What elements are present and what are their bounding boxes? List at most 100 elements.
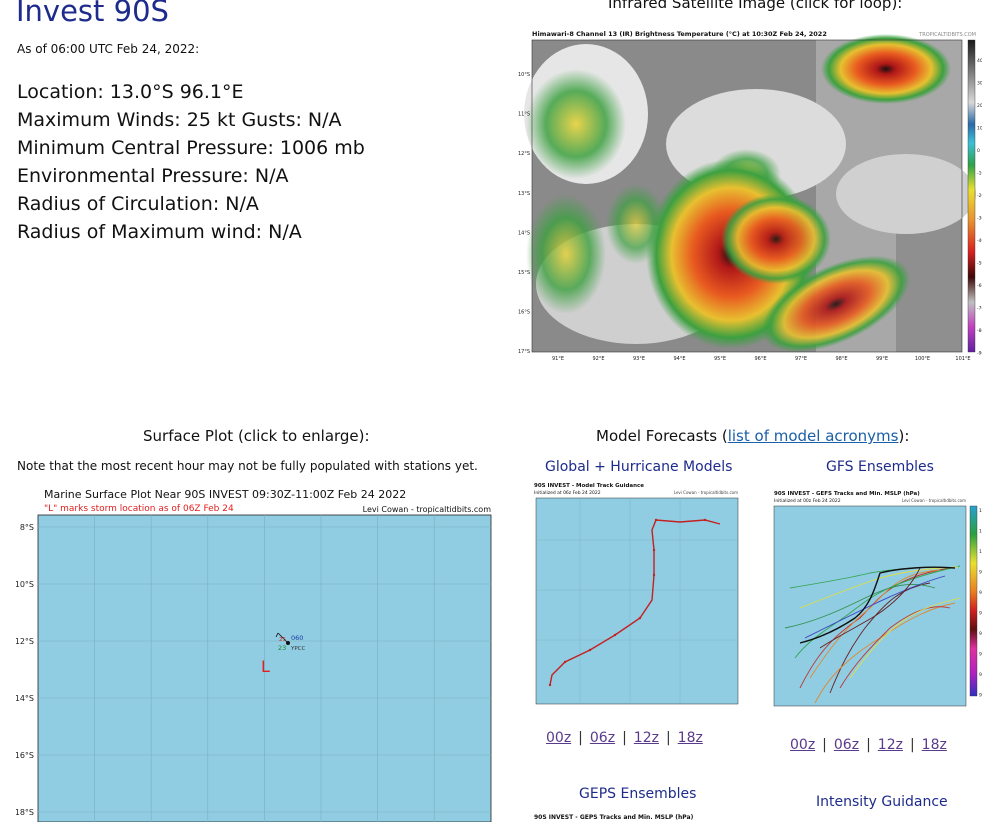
as-of-timestamp: As of 06:00 UTC Feb 24, 2022: (17, 42, 200, 56)
ir-lon-label: 97°E (795, 356, 807, 362)
gfs-scale-labels: 1010 1005 1000 990 980 970 960 950 940 930 (979, 508, 991, 699)
ir-lat-label: 16°S (518, 310, 530, 316)
gfs-scale-label: 1005 (979, 529, 982, 535)
ir-lon-label: 91°E (552, 356, 564, 362)
ir-satellite-image[interactable]: Himawari-8 Channel 13 (IR) Brightness Te… (516, 24, 984, 364)
ir-scale-label: 30 (977, 81, 982, 87)
ir-scale-label: -50 (977, 261, 982, 267)
global-model-track-image[interactable]: 90S INVEST - Model Track Guidance Initia… (530, 480, 742, 708)
surface-lat-axis: 8°S 10°S 12°S 14°S 16°S 18°S (15, 523, 34, 817)
ir-lon-label: 100°E (915, 356, 930, 362)
stat-radius-max-wind: Radius of Maximum wind: N/A (17, 221, 302, 243)
ir-lon-label: 96°E (754, 356, 766, 362)
gfs-plot-title: 90S INVEST - GEFS Tracks and Min. MSLP (… (774, 491, 920, 497)
model-track-line (549, 519, 721, 686)
gfs-scale-label: 1010 (979, 508, 982, 514)
gfs-scale-label: 990 (979, 570, 982, 576)
ir-credit: TROPICALTIDBITS.COM (918, 32, 976, 38)
ir-scale-label: -80 (977, 328, 982, 334)
gfs-run-06z[interactable]: 06z (833, 737, 860, 753)
gfs-run-00z[interactable]: 00z (790, 737, 816, 753)
gfs-scale-label: 950 (979, 652, 982, 658)
ir-lon-label: 101°E (955, 356, 970, 362)
ir-scale-label: -10 (977, 171, 982, 177)
ir-scale-label: 10 (977, 126, 982, 132)
ir-lon-label: 92°E (592, 356, 604, 362)
run-separator: | (665, 730, 671, 746)
model-forecasts-title: Model Forecasts (list of model acronyms)… (596, 427, 909, 445)
surface-lat-label: 8°S (20, 523, 34, 532)
surface-storm-note: "L" marks storm location as of 06Z Feb 2… (44, 504, 234, 514)
stat-env-pressure: Environmental Pressure: N/A (17, 165, 289, 187)
gfs-ensembles-heading: GFS Ensembles (826, 459, 934, 475)
global-plot-subtitle: Initialized at 06z Feb 24 2022 (534, 490, 601, 496)
gfs-scale-label: 1000 (979, 549, 982, 555)
surface-lat-label: 18°S (16, 808, 34, 817)
ir-lat-label: 11°S (518, 112, 530, 118)
ir-lon-label: 93°E (633, 356, 645, 362)
gfs-ensemble-image[interactable]: 90S INVEST - GEFS Tracks and Min. MSLP (… (770, 488, 991, 712)
ir-lat-label: 17°S (518, 349, 530, 355)
surface-note: Note that the most recent hour may not b… (17, 459, 478, 473)
model-forecasts-label: Model Forecasts ( (596, 427, 728, 445)
ir-lon-label: 95°E (714, 356, 726, 362)
ir-lat-axis: 10°S 11°S 12°S 13°S 14°S 15°S 16°S 17°S (518, 72, 530, 355)
ir-lat-label: 14°S (518, 230, 530, 236)
station-ypcc: 25 060 23 YPCC (275, 632, 306, 652)
run-separator: | (578, 730, 583, 746)
page-title: Invest 90S (16, 0, 169, 28)
global-run-00z[interactable]: 00z (546, 730, 572, 746)
gfs-ensemble-tracks (784, 565, 961, 704)
gfs-run-18z[interactable]: 18z (921, 737, 947, 753)
ir-scale-label: -40 (977, 238, 982, 244)
ir-scale-labels: 40 30 20 10 0 -10 -20 -30 -40 -50 -60 -70 -80 -90 (977, 58, 984, 357)
gfs-scale-label: 960 (979, 631, 982, 637)
global-models-heading: Global + Hurricane Models (545, 459, 733, 475)
gfs-scale-label: 940 (979, 672, 982, 678)
run-separator: | (909, 737, 915, 753)
gfs-mean-track (799, 566, 956, 644)
surface-section-title: Surface Plot (click to enlarge): (143, 427, 370, 445)
global-run-links: 00z | 06z | 12z | 18z (542, 730, 707, 746)
ir-lat-label: 13°S (518, 191, 530, 197)
storm-location-marker: L (261, 657, 270, 676)
ir-scale-label: 40 (977, 58, 982, 64)
gfs-plot-subtitle: Initialized at 00z Feb 24 2022 (774, 498, 841, 504)
global-plot-title: 90S INVEST - Model Track Guidance (534, 483, 644, 489)
station-id: YPCC (290, 646, 306, 652)
ir-lat-label: 15°S (518, 270, 530, 276)
global-run-06z[interactable]: 06z (589, 730, 616, 746)
ir-lon-label: 94°E (673, 356, 685, 362)
stat-max-winds: Maximum Winds: 25 kt Gusts: N/A (17, 109, 342, 131)
geps-plot-title: 90S INVEST - GEPS Tracks and Min. MSLP (… (534, 814, 694, 821)
ir-scale-label: -70 (977, 306, 982, 312)
model-acronyms-link[interactable]: list of model acronyms (727, 427, 899, 445)
gfs-scale-label: 930 (979, 693, 982, 699)
gfs-run-12z[interactable]: 12z (877, 737, 903, 753)
ir-lon-axis: 91°E 92°E 93°E 94°E 95°E 96°E 97°E 98°E 99°E 100°… (552, 356, 971, 362)
global-run-12z[interactable]: 12z (633, 730, 659, 746)
ir-scale-label: 20 (977, 103, 982, 109)
stat-radius-circulation: Radius of Circulation: N/A (17, 193, 259, 215)
ir-scale-label: -20 (977, 193, 982, 199)
ir-scale-label: 0 (977, 148, 980, 154)
gfs-plot-credit: Levi Cowan - tropicaltidbits.com (902, 498, 966, 503)
surface-lat-label: 14°S (16, 694, 34, 703)
storm-stats: Location: 13.0°S 96.1°E Maximum Winds: 2… (17, 78, 365, 246)
gfs-run-links: 00z | 06z | 12z | 18z (786, 737, 951, 753)
ir-lon-label: 98°E (835, 356, 847, 362)
gfs-scale-label: 970 (979, 611, 982, 617)
ir-scale-label: -30 (977, 216, 982, 222)
model-forecasts-suffix: ): (898, 427, 910, 445)
surface-plot-image[interactable]: Marine Surface Plot Near 90S INVEST 09:3… (15, 485, 498, 823)
surface-lat-label: 10°S (16, 580, 34, 589)
global-run-18z[interactable]: 18z (677, 730, 703, 746)
ir-lat-label: 10°S (518, 72, 530, 78)
stat-location: Location: 13.0°S 96.1°E (17, 81, 244, 103)
global-plot-credit: Levi Cowan - tropicaltidbits.com (674, 490, 738, 495)
ir-scale-label: -60 (977, 283, 982, 289)
ir-section-title: Infrared Satellite Image (click for loop… (608, 0, 903, 12)
station-temp: 23 (278, 644, 286, 652)
gfs-scale-label: 980 (979, 590, 982, 596)
surface-lat-label: 12°S (16, 637, 34, 646)
